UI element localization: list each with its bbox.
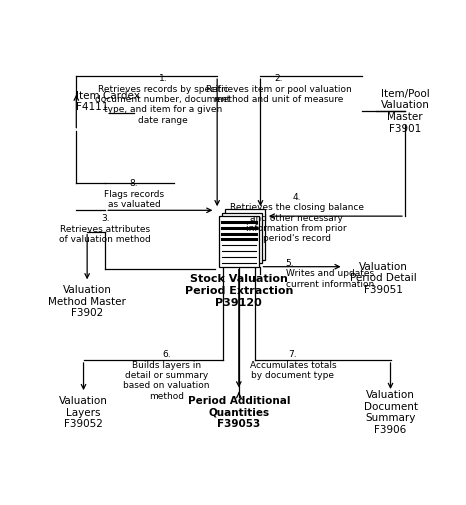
- Text: 8.
Flags records
as valuated: 8. Flags records as valuated: [104, 179, 164, 209]
- FancyBboxPatch shape: [222, 213, 262, 263]
- FancyBboxPatch shape: [219, 216, 259, 267]
- Text: 1.
Retrieves records by specific
document number, document
type, and item for a : 1. Retrieves records by specific documen…: [95, 74, 231, 125]
- Text: 2.
Retrieves item or pool valuation
method and unit of measure: 2. Retrieves item or pool valuation meth…: [206, 74, 351, 104]
- Text: 4.
Retrieves the closing balance
and other necessary
information from prior
peri: 4. Retrieves the closing balance and oth…: [230, 193, 363, 243]
- Text: Item/Pool
Valuation
Master
F3901: Item/Pool Valuation Master F3901: [381, 89, 429, 133]
- Text: 5.
Writes and updates
current information: 5. Writes and updates current informatio…: [286, 259, 374, 289]
- Text: Valuation
Method Master
F3902: Valuation Method Master F3902: [48, 285, 126, 318]
- FancyBboxPatch shape: [226, 209, 265, 260]
- Text: Valuation
Period Detail
F39051: Valuation Period Detail F39051: [350, 262, 417, 295]
- Text: Period Additional
Quantities
F39053: Period Additional Quantities F39053: [188, 396, 290, 429]
- Text: Item Cardex
F4111: Item Cardex F4111: [76, 90, 140, 112]
- Text: 6.
Builds layers in
detail or summary
based on valuation
method: 6. Builds layers in detail or summary ba…: [123, 350, 210, 401]
- Text: Valuation
Layers
F39052: Valuation Layers F39052: [59, 396, 108, 429]
- Text: 3.
Retrieves attributes
of valuation method: 3. Retrieves attributes of valuation met…: [59, 214, 151, 244]
- Text: 7.
Accumulates totals
by document type: 7. Accumulates totals by document type: [250, 350, 336, 380]
- Text: Stock Valuation
Period Extraction
P39120: Stock Valuation Period Extraction P39120: [185, 275, 293, 308]
- Text: Valuation
Document
Summary
F3906: Valuation Document Summary F3906: [363, 390, 418, 435]
